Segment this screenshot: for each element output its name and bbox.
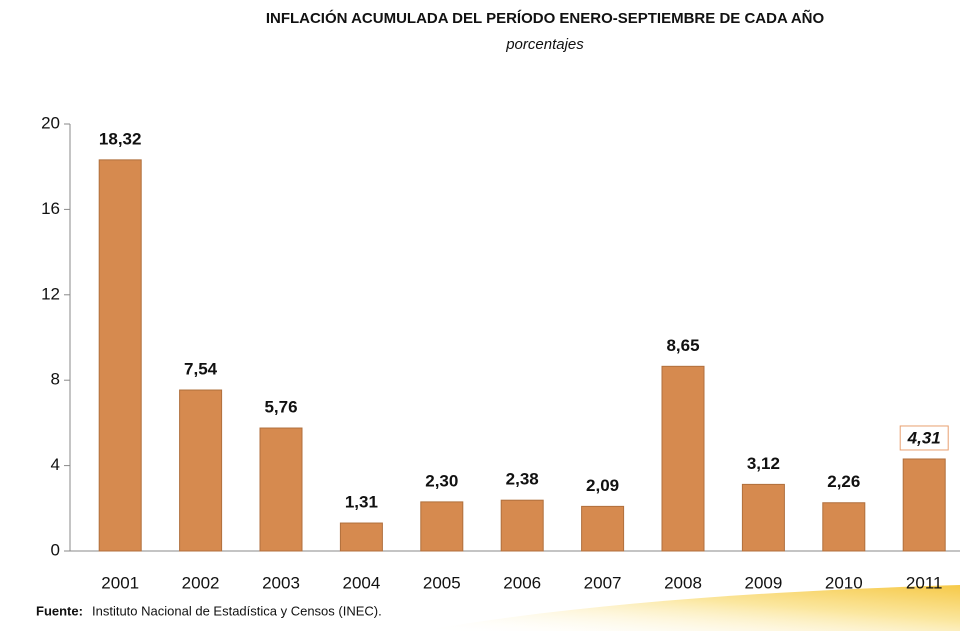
bar <box>500 499 544 552</box>
y-tick-label: 12 <box>41 284 60 303</box>
x-tick-label: 2009 <box>744 573 782 592</box>
source-label: Fuente: <box>36 603 83 618</box>
x-tick-label: 2001 <box>101 573 139 592</box>
value-label: 2,30 <box>425 471 458 490</box>
x-tick-label: 2007 <box>584 573 622 592</box>
bar <box>661 365 705 552</box>
bar <box>339 522 383 552</box>
y-tick-label: 20 <box>41 113 60 132</box>
bar <box>741 483 785 552</box>
value-label: 5,76 <box>264 398 297 417</box>
value-label: 3,12 <box>747 454 780 473</box>
bar <box>179 389 223 552</box>
value-label: 1,31 <box>345 493 378 512</box>
source-text: Instituto Nacional de Estadística y Cens… <box>92 603 382 618</box>
bar <box>581 505 625 552</box>
bar <box>822 502 866 552</box>
x-tick-label: 2005 <box>423 573 461 592</box>
value-label: 2,09 <box>586 476 619 495</box>
bar <box>259 427 303 552</box>
x-tick-label: 2011 <box>906 573 943 592</box>
x-tick-label: 2008 <box>664 573 702 592</box>
bar <box>420 501 464 552</box>
chart-title: INFLACIÓN ACUMULADA DEL PERÍODO ENERO-SE… <box>266 9 825 27</box>
value-label: 2,26 <box>827 472 860 491</box>
chart-subtitle: porcentajes <box>505 36 584 53</box>
x-tick-label: 2002 <box>182 573 220 592</box>
x-tick-label: 2010 <box>825 573 863 592</box>
y-tick-label: 8 <box>51 370 60 389</box>
y-tick-label: 16 <box>41 199 60 218</box>
y-tick-label: 4 <box>51 455 60 474</box>
value-label: 18,32 <box>99 129 142 148</box>
value-label: 7,54 <box>184 360 218 379</box>
x-tick-label: 2006 <box>503 573 541 592</box>
value-label: 4,31 <box>907 428 941 447</box>
x-tick-label: 2004 <box>342 573 380 592</box>
value-label: 2,38 <box>506 470 539 489</box>
decoration <box>420 585 960 631</box>
label-box <box>899 425 949 451</box>
bar <box>98 159 142 552</box>
bar <box>902 458 946 552</box>
x-tick-label: 2003 <box>262 573 300 592</box>
value-label: 8,65 <box>666 336 699 355</box>
y-tick-label: 0 <box>51 540 60 559</box>
